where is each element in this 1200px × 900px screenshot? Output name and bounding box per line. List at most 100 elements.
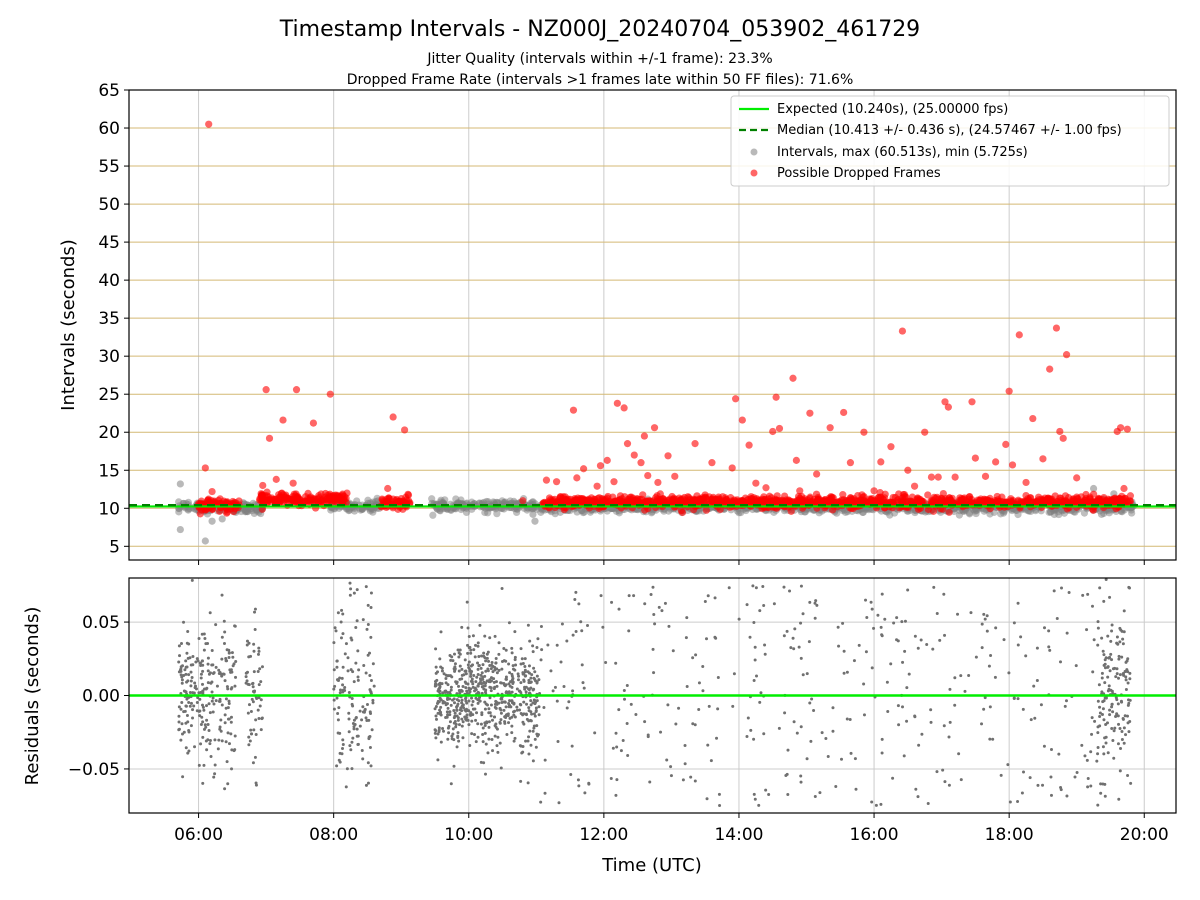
residual-point — [551, 689, 555, 693]
residual-point — [180, 681, 184, 685]
residual-point — [574, 590, 578, 594]
residual-point — [865, 616, 869, 620]
residual-point — [460, 724, 464, 728]
residual-point — [470, 670, 474, 674]
intervals-y-tick-label: 30 — [98, 347, 120, 367]
residuals-y-tick-label: 0.05 — [82, 613, 120, 633]
residual-point — [531, 650, 535, 654]
residual-point — [834, 785, 838, 789]
dropped-frame-point — [654, 478, 662, 487]
residual-point — [1122, 741, 1126, 745]
residual-point — [1090, 732, 1094, 736]
residual-point — [1036, 783, 1040, 787]
residual-point — [515, 687, 519, 691]
dropped-frame-point — [708, 459, 716, 467]
residual-point — [468, 743, 472, 747]
residual-point — [510, 646, 514, 650]
residual-point — [1086, 592, 1090, 596]
residual-point — [985, 629, 989, 633]
residual-point — [457, 684, 461, 688]
residual-point — [1049, 793, 1053, 797]
residual-point — [336, 611, 340, 615]
residual-point — [341, 690, 345, 694]
residual-point — [556, 739, 560, 743]
residual-point — [440, 666, 444, 670]
dropped-frame-point — [208, 487, 216, 496]
residual-point — [1039, 703, 1043, 707]
residual-point — [783, 711, 787, 715]
residual-point — [1123, 669, 1127, 673]
residual-point — [701, 664, 705, 668]
residual-point — [260, 665, 264, 669]
residual-point — [219, 729, 223, 733]
residual-point — [483, 724, 487, 728]
residual-point — [446, 706, 450, 710]
residual-point — [366, 653, 370, 657]
dropped-frame-point — [877, 458, 885, 466]
residual-point — [1106, 751, 1110, 755]
residual-point — [449, 782, 453, 786]
residual-point — [438, 685, 442, 689]
residual-point — [201, 735, 205, 739]
dropped-frame-point — [587, 494, 596, 502]
residual-point — [707, 704, 711, 708]
dropped-frame-point — [762, 484, 770, 492]
residual-point — [227, 656, 231, 660]
residual-point — [1117, 722, 1121, 726]
residual-point — [1063, 704, 1067, 708]
residual-point — [1096, 643, 1100, 647]
residual-point — [223, 679, 227, 683]
residual-point — [565, 639, 569, 643]
dropped-frame-point — [826, 424, 834, 432]
residual-point — [879, 802, 883, 806]
residual-point — [338, 760, 342, 764]
residual-point — [233, 684, 237, 688]
residual-point — [199, 676, 203, 680]
residual-point — [441, 700, 445, 704]
interval-point — [1014, 510, 1022, 519]
dropped-frame-point — [738, 416, 746, 424]
residual-point — [202, 763, 206, 767]
residual-point — [956, 612, 960, 616]
dropped-frame-point — [806, 409, 814, 417]
residual-point — [177, 705, 181, 709]
residual-point — [467, 660, 471, 664]
residual-point — [476, 722, 480, 726]
residual-point — [369, 764, 373, 768]
residual-point — [368, 745, 372, 749]
residual-point — [1118, 727, 1122, 731]
residual-point — [180, 722, 184, 726]
residual-point — [197, 763, 201, 767]
residual-point — [1119, 746, 1123, 750]
residual-point — [653, 622, 657, 626]
residual-point — [980, 722, 984, 726]
residual-point — [479, 678, 483, 682]
intervals-y-tick-label: 55 — [98, 157, 120, 177]
residual-point — [511, 682, 515, 686]
residual-point — [259, 698, 263, 702]
dropped-frame-point — [669, 498, 677, 506]
residual-point — [524, 690, 528, 694]
residuals-y-axis-label: Residuals (seconds) — [22, 607, 43, 786]
residual-point — [490, 663, 494, 667]
residual-point — [514, 663, 518, 667]
dropped-frame-point — [292, 386, 301, 394]
residual-point — [355, 727, 359, 731]
dropped-frame-point — [378, 495, 386, 503]
dropped-frame-point — [840, 496, 848, 504]
residual-point — [340, 752, 344, 756]
dropped-frame-point — [1057, 494, 1065, 502]
residual-point — [539, 625, 543, 629]
residual-point — [1049, 775, 1053, 779]
residual-point — [458, 664, 462, 668]
residual-point — [1042, 626, 1046, 630]
residual-point — [205, 704, 209, 708]
residual-point — [651, 647, 655, 651]
residual-point — [1103, 782, 1107, 786]
dropped-frame-point — [325, 495, 334, 504]
residual-point — [470, 719, 474, 723]
residual-point — [486, 751, 490, 755]
residual-point — [356, 743, 360, 746]
residual-point — [333, 684, 337, 688]
